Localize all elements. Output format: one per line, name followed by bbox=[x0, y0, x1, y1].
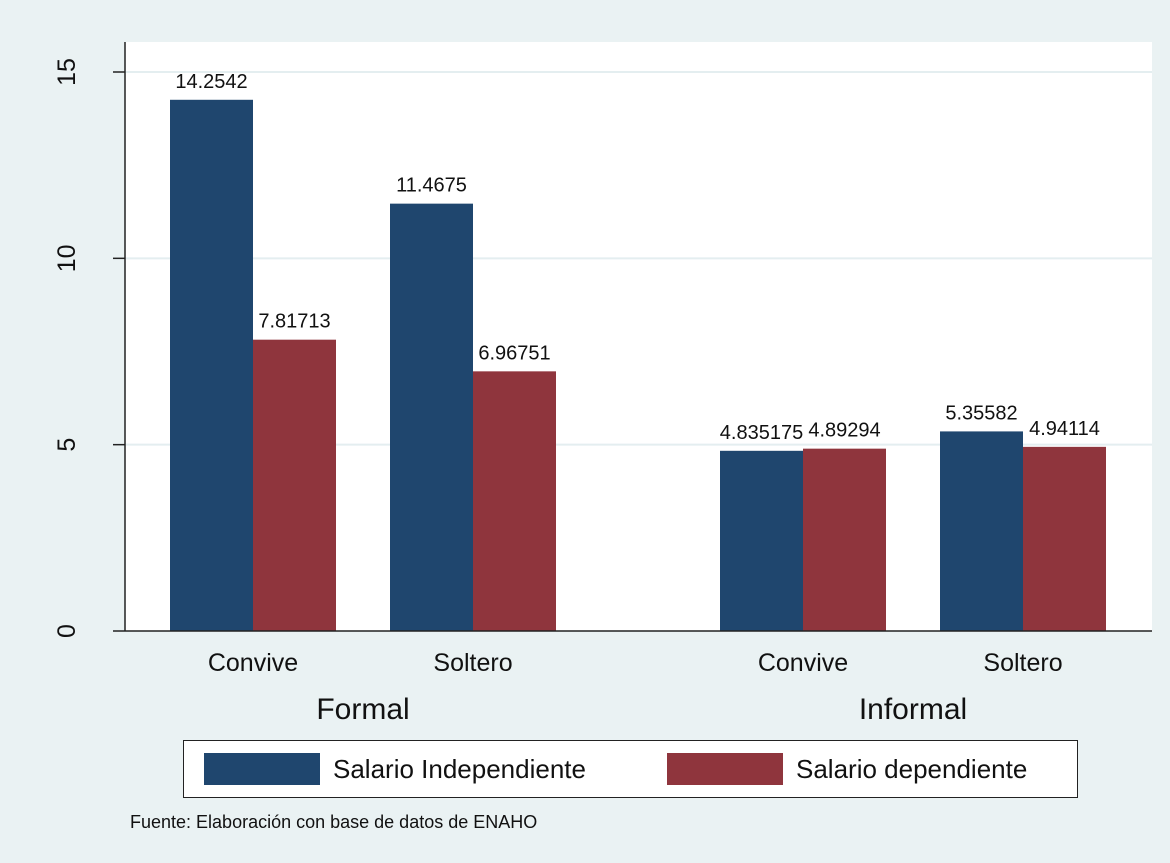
legend: Salario Independiente Salario dependient… bbox=[183, 740, 1078, 798]
data-label: 4.835175 bbox=[720, 422, 803, 444]
data-label: 6.96751 bbox=[478, 342, 550, 364]
y-tick-label: 15 bbox=[53, 58, 81, 86]
y-tick-label: 10 bbox=[53, 244, 81, 272]
legend-swatch-dependiente bbox=[667, 753, 783, 785]
y-tick-label: 5 bbox=[53, 438, 81, 452]
bar bbox=[390, 203, 473, 631]
bar bbox=[473, 371, 556, 631]
data-label: 5.35582 bbox=[945, 402, 1017, 424]
x-category-label: Soltero bbox=[433, 649, 512, 677]
data-label: 4.89294 bbox=[808, 420, 880, 442]
x-group-label: Informal bbox=[859, 693, 967, 726]
data-label: 7.81713 bbox=[258, 311, 330, 333]
data-label: 14.2542 bbox=[175, 71, 247, 93]
y-tick-label: 0 bbox=[53, 624, 81, 638]
bar bbox=[253, 339, 336, 631]
legend-item-independiente: Salario Independiente bbox=[204, 753, 586, 785]
bar bbox=[803, 448, 886, 631]
x-category-label: Convive bbox=[758, 649, 848, 677]
bar bbox=[1023, 446, 1106, 631]
bar bbox=[170, 99, 253, 632]
legend-item-dependiente: Salario dependiente bbox=[667, 753, 1027, 785]
data-label: 11.4675 bbox=[396, 175, 467, 197]
x-category-label: Soltero bbox=[983, 649, 1062, 677]
bar bbox=[940, 431, 1023, 631]
legend-label-independiente: Salario Independiente bbox=[333, 753, 586, 784]
x-category-label: Convive bbox=[208, 649, 298, 677]
x-group-label: Formal bbox=[316, 693, 409, 726]
data-label: 4.94114 bbox=[1029, 418, 1100, 440]
legend-swatch-independiente bbox=[204, 753, 320, 785]
legend-label-dependiente: Salario dependiente bbox=[796, 753, 1028, 784]
bar bbox=[720, 450, 803, 631]
source-note: Fuente: Elaboración con base de datos de… bbox=[130, 812, 538, 832]
